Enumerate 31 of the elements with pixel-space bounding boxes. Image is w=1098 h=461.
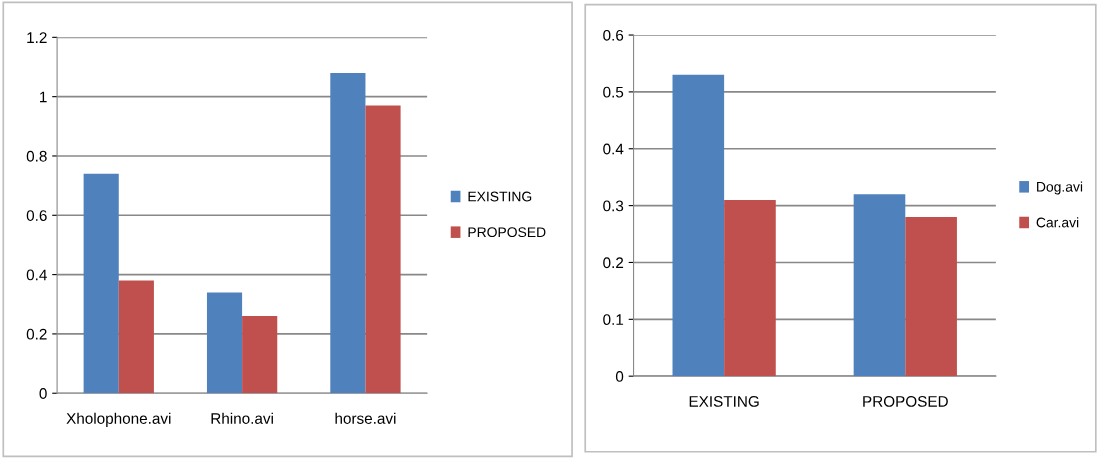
bar — [365, 105, 401, 394]
bar — [83, 173, 119, 394]
y-tick-label: 0 — [615, 371, 624, 382]
y-tick-label: 0.3 — [603, 200, 624, 212]
y-tick-label: 1.2 — [27, 32, 47, 43]
legend-label: Car.avi — [1036, 217, 1079, 228]
bar — [853, 194, 906, 377]
legend-label: PROPOSED — [468, 227, 546, 238]
y-tick-label: 0.5 — [603, 86, 624, 98]
y-tick-label: 0.8 — [26, 150, 47, 162]
y-tick-label: 0.6 — [26, 210, 47, 221]
legend-label: Dog.avi — [1037, 181, 1083, 195]
bar — [672, 74, 725, 377]
bar — [330, 72, 366, 394]
bar — [242, 316, 278, 394]
y-tick-label: 0.2 — [26, 328, 47, 340]
bar — [724, 199, 776, 377]
y-tick-label: 0.1 — [603, 314, 624, 326]
y-tick-label: 0.2 — [603, 257, 624, 269]
y-tick-label: 0.4 — [26, 269, 47, 281]
y-tick-label: 0.4 — [603, 143, 624, 155]
x-tick-label: Xholophone.avi — [66, 412, 171, 427]
x-tick-label: Rhino.avi — [211, 412, 273, 424]
legend-label: EXISTING — [468, 191, 532, 202]
bar — [206, 292, 243, 394]
x-tick-label: horse.avi — [335, 412, 396, 424]
bar — [905, 216, 957, 377]
y-tick-label: 1 — [40, 91, 47, 103]
y-tick-label: 0.6 — [603, 29, 624, 41]
y-tick-label: 0 — [39, 388, 47, 399]
bar — [118, 280, 154, 394]
